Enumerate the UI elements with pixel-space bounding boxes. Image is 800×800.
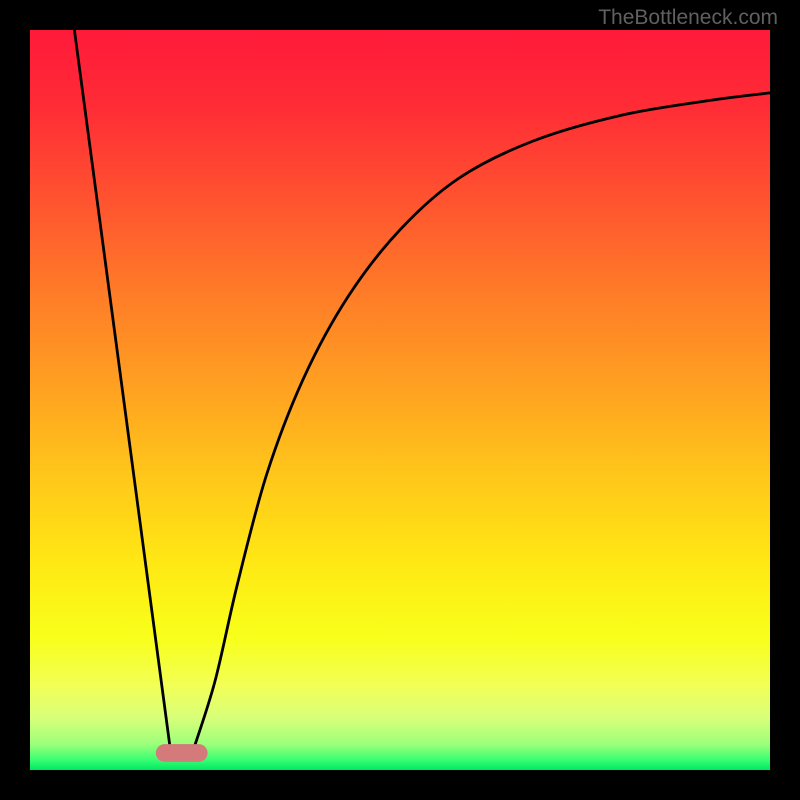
gradient-background — [30, 30, 770, 770]
valley-marker — [156, 744, 208, 762]
bottleneck-chart — [0, 0, 800, 800]
chart-frame: TheBottleneck.com — [0, 0, 800, 800]
watermark-text: TheBottleneck.com — [598, 6, 778, 30]
